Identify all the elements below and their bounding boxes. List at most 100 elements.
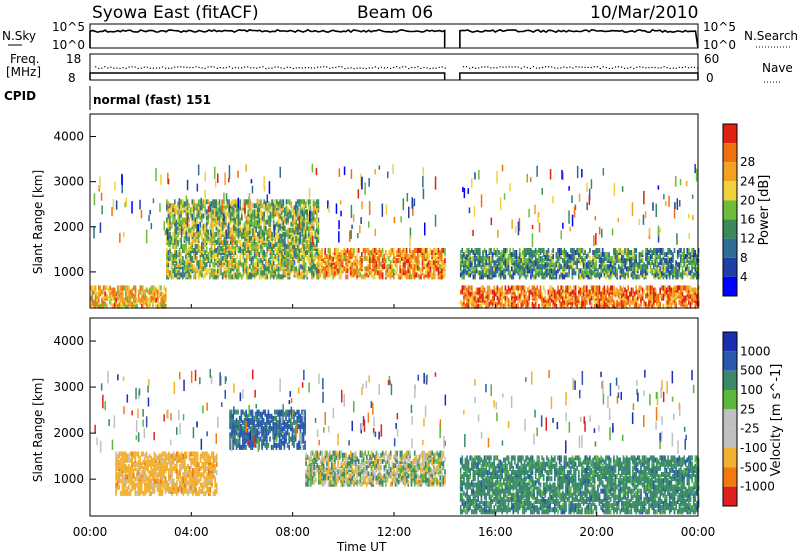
power-cell xyxy=(147,303,150,309)
power-cell xyxy=(688,291,690,297)
power-cell xyxy=(177,262,179,268)
power-cell xyxy=(263,227,265,233)
power-cell xyxy=(388,250,390,255)
power-cell xyxy=(185,217,187,223)
power-cell xyxy=(263,270,265,276)
nave-dot xyxy=(465,66,468,68)
power-cell xyxy=(253,252,256,258)
power-cell xyxy=(503,248,505,253)
power-cell xyxy=(205,199,208,205)
power-cell xyxy=(372,248,374,253)
power-cell xyxy=(245,231,248,237)
power-cell xyxy=(247,209,249,215)
power-cell xyxy=(485,264,487,270)
power-cell xyxy=(579,274,582,280)
power-cell xyxy=(167,207,170,213)
power-cell xyxy=(170,239,173,245)
power-cell xyxy=(245,215,248,221)
power-cell xyxy=(554,301,556,307)
power-cell xyxy=(191,239,194,245)
power-cell xyxy=(252,256,254,262)
power-cell xyxy=(549,301,551,307)
power-cell xyxy=(292,266,294,272)
power-cell xyxy=(444,272,446,278)
nave-dot xyxy=(353,68,355,70)
power-cell xyxy=(301,268,304,274)
power-cell xyxy=(324,272,326,278)
power-cell xyxy=(372,258,374,264)
power-cell xyxy=(237,260,240,266)
power-cell xyxy=(213,243,216,249)
power-cell xyxy=(175,254,178,260)
power-cell xyxy=(542,264,545,270)
nave-dot xyxy=(469,67,471,69)
power-cell xyxy=(260,258,262,264)
power-cell xyxy=(169,211,171,217)
nave-dot xyxy=(584,66,586,68)
power-cell xyxy=(247,248,249,253)
power-cell xyxy=(280,233,283,239)
power-cell xyxy=(309,252,312,258)
power-cell xyxy=(314,217,316,223)
power-cell xyxy=(361,252,363,258)
power-cell xyxy=(290,254,293,260)
power-cell xyxy=(265,260,267,266)
power-cell xyxy=(423,248,425,253)
power-cell xyxy=(265,225,267,231)
power-cell xyxy=(365,266,368,272)
power-cell xyxy=(437,266,440,272)
power-cell xyxy=(189,254,192,260)
power-cell xyxy=(515,268,518,274)
power-cell xyxy=(562,301,564,307)
power-cell xyxy=(229,254,232,260)
power-cell xyxy=(480,301,483,307)
power-cell xyxy=(661,248,663,253)
nave-dot xyxy=(505,66,507,68)
power-cell xyxy=(490,260,492,266)
power-cell xyxy=(539,289,542,295)
power-cell xyxy=(613,264,615,270)
power-cell xyxy=(218,250,221,255)
power-cell xyxy=(440,248,443,253)
power-cell xyxy=(539,256,542,262)
nave-dot xyxy=(529,67,531,69)
power-cell xyxy=(223,248,226,253)
power-cell xyxy=(525,268,527,274)
power-cell xyxy=(367,248,370,253)
power-cell xyxy=(432,252,435,258)
nave-dot xyxy=(365,68,367,70)
nave-dot xyxy=(496,67,498,69)
power-cell xyxy=(185,260,187,266)
power-cell xyxy=(611,303,614,309)
power-cell xyxy=(236,254,238,260)
power-cell xyxy=(212,262,214,268)
power-cell xyxy=(133,293,135,299)
power-cell xyxy=(423,274,425,280)
power-cell xyxy=(661,293,663,299)
nave-dot xyxy=(663,66,665,68)
power-cell xyxy=(641,250,644,255)
power-cell xyxy=(424,270,427,276)
nave-dot xyxy=(107,67,109,69)
power-cell xyxy=(340,274,342,280)
power-cell xyxy=(413,264,416,270)
power-cell xyxy=(380,250,382,255)
power-cell xyxy=(241,243,243,249)
power-cell xyxy=(603,295,606,301)
nave-dot xyxy=(332,67,334,69)
power-cell xyxy=(121,303,124,309)
power-cell xyxy=(420,274,422,280)
power-cell xyxy=(522,254,524,260)
power-cell xyxy=(375,262,378,268)
power-cell xyxy=(372,274,374,280)
power-cell xyxy=(353,248,355,253)
nave-dot xyxy=(341,66,343,68)
power-cell xyxy=(292,231,294,237)
power-cell xyxy=(362,248,365,253)
power-cell xyxy=(461,285,464,291)
power-cell xyxy=(595,272,598,278)
power-cell xyxy=(653,287,655,293)
nsky-label: N.Sky xyxy=(2,29,36,43)
power-cell xyxy=(364,266,366,272)
nave-dot xyxy=(526,67,528,69)
